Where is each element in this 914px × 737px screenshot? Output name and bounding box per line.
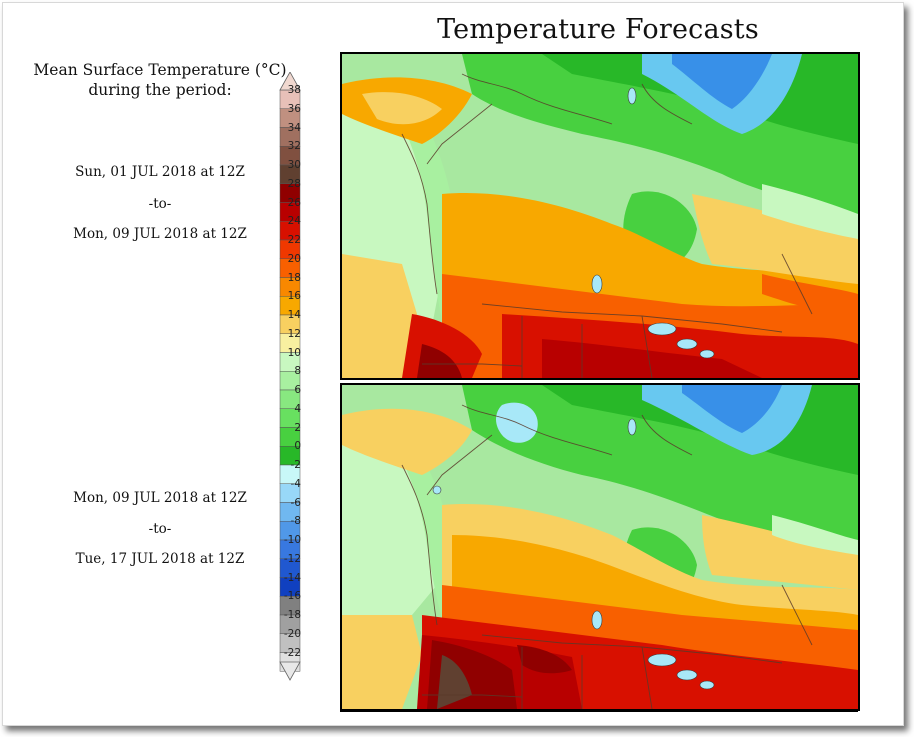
colorbar-tick-label: 6: [294, 384, 301, 396]
colorbar-tick-label: -4: [290, 477, 301, 490]
colorbar-tick-label: 30: [287, 159, 301, 171]
map-panel-week1: [340, 52, 860, 380]
colorbar-tick-label: 18: [287, 271, 301, 284]
colorbar-tick-label: -2: [290, 459, 301, 471]
colorbar-tick-label: 8: [294, 365, 301, 378]
bottom-rule: [340, 711, 858, 712]
legend-title-line1: Mean Surface Temperature (°C): [33, 61, 287, 79]
map-week2-svg: [342, 385, 858, 709]
colorbar-tick-label: -14: [283, 571, 301, 584]
period-1-separator: -to-: [148, 196, 172, 212]
colorbar-tick-label: 34: [287, 121, 301, 134]
map-week1-svg: [342, 54, 858, 378]
colorbar-top-arrow: [279, 72, 301, 91]
colorbar-tick-label: -12: [283, 552, 301, 565]
period-2-separator: -to-: [148, 521, 172, 537]
period-2-end: Tue, 17 JUL 2018 at 12Z: [75, 551, 245, 567]
map-panel-week2: [340, 383, 860, 711]
colorbar-tick-label: 22: [287, 234, 301, 246]
colorbar-tick-label: 16: [287, 290, 301, 303]
colorbar-tick-label: 38: [287, 84, 301, 96]
colorbar-tick-label: -6: [290, 496, 301, 509]
colorbar-tick-label: 2: [294, 421, 301, 434]
colorbar-tick-label: 14: [287, 309, 301, 321]
colorbar-tick-label: 20: [287, 252, 301, 265]
colorbar-tick-label: 4: [294, 402, 301, 415]
colorbar-tick-label: 0: [294, 440, 301, 453]
period-1-start: Sun, 01 JUL 2018 at 12Z: [75, 164, 245, 180]
colorbar-tick-label: 26: [287, 196, 301, 209]
colorbar-tick-label: -18: [283, 609, 301, 621]
colorbar-tick-label: 10: [287, 346, 301, 359]
period-1-end: Mon, 09 JUL 2018 at 12Z: [73, 226, 247, 242]
colorbar-tick-label: -20: [283, 627, 301, 640]
colorbar-tick-label: 12: [287, 327, 301, 340]
colorbar-cells: [279, 89, 301, 672]
colorbar-tick-label: -8: [290, 515, 301, 528]
colorbar-tick-label: 32: [287, 140, 301, 153]
colorbar-tick-label: -16: [283, 590, 301, 603]
colorbar-bottom-arrow: [279, 661, 301, 681]
legend-title: Mean Surface Temperature (°C) during the…: [20, 60, 300, 100]
colorbar-tick-label: 24: [287, 215, 301, 228]
colorbar-tick-label: 36: [287, 102, 301, 115]
colorbar: [279, 72, 301, 681]
legend-title-line2: during the period:: [88, 81, 232, 99]
figure-title: Temperature Forecasts: [437, 14, 759, 45]
period-2-start: Mon, 09 JUL 2018 at 12Z: [73, 490, 247, 506]
colorbar-tick-label: -22: [283, 646, 301, 659]
colorbar-tick-label: -10: [283, 534, 301, 546]
colorbar-tick-label: 28: [287, 177, 301, 190]
